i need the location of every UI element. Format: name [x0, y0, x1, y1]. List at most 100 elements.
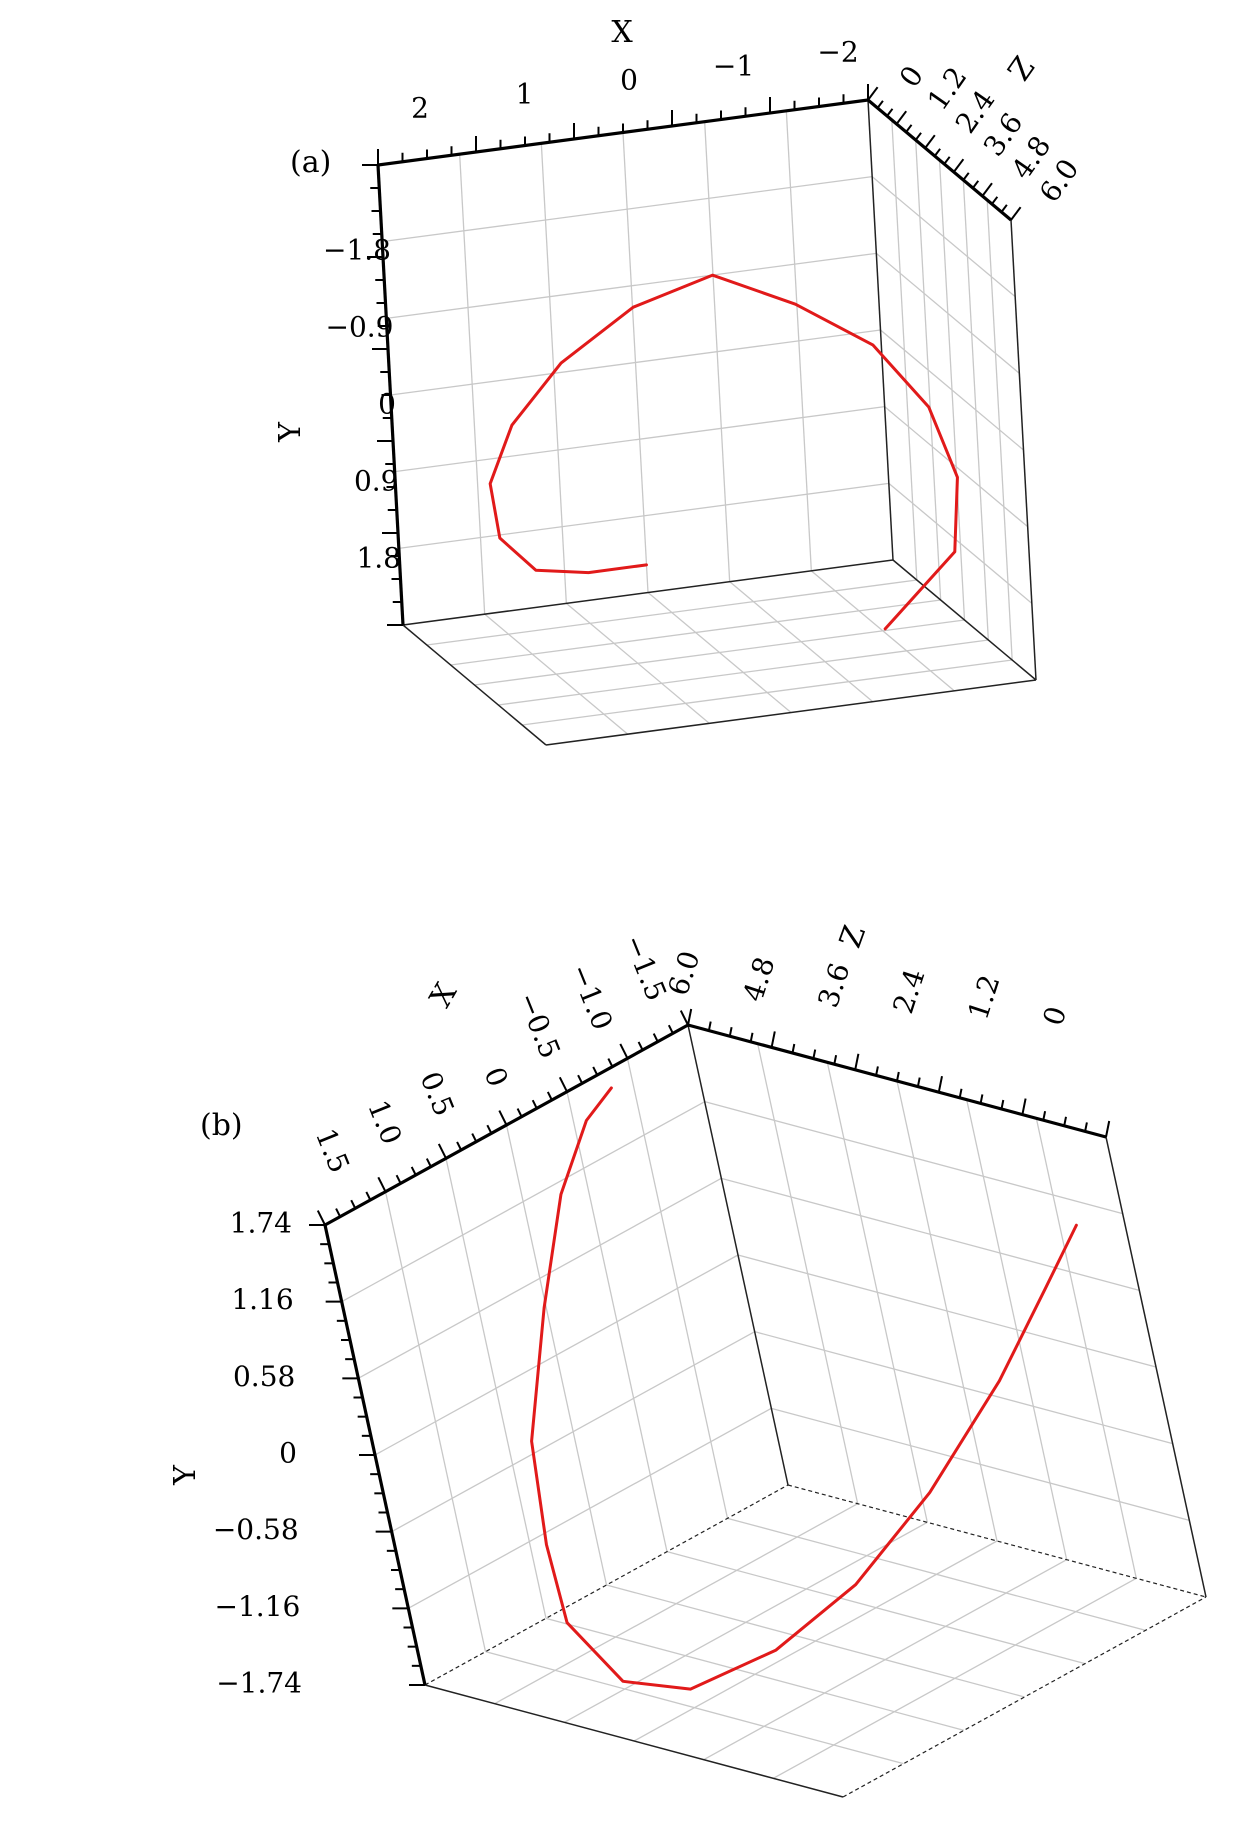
grid-line [810, 570, 955, 692]
grid-line [390, 329, 881, 396]
x-tick-label: 0.5 [413, 1067, 460, 1121]
grid-line [737, 1254, 1157, 1368]
grid-line [880, 329, 1024, 451]
x-tick-label: 0 [620, 64, 638, 97]
grid-line [522, 659, 1013, 726]
box-edge [424, 1484, 789, 1686]
x-tick-label: −0.5 [511, 988, 567, 1063]
panel-a: (a) 2 1 0 −1 −2−1.8−0.900.91.801.22.43.64.86… [273, 15, 1085, 746]
x-tick [486, 1124, 493, 1134]
box-edge [892, 559, 1037, 681]
z-tick-label: 6.0 [661, 947, 706, 1000]
x-tick [679, 1010, 689, 1026]
box-edge [402, 624, 547, 746]
x-tick [531, 1099, 538, 1109]
box-edge [1010, 219, 1037, 681]
x-tick [377, 1176, 387, 1193]
z-tick-label: 3.6 [811, 959, 856, 1012]
z-tick [958, 1088, 963, 1098]
grid-line [398, 482, 889, 549]
z-tick-label: 4.8 [736, 953, 781, 1006]
z-tick-label: 0 [1036, 1002, 1073, 1029]
z-tick [791, 1043, 796, 1054]
y-tick-label: −1.16 [215, 1590, 301, 1623]
panel-b-grid [341, 1043, 1190, 1779]
z-tick [812, 1049, 817, 1059]
x-tick [498, 1110, 508, 1126]
grid-line [666, 1551, 1086, 1665]
z-tick [1010, 206, 1022, 221]
panel-a-y-axis-label: Y [273, 421, 308, 443]
z-tick [943, 156, 951, 165]
y-tick-label: 1.8 [356, 542, 401, 575]
z-tick [962, 172, 970, 181]
z-tick [981, 182, 993, 197]
y-tick-label: 0 [378, 388, 396, 421]
grid-line [773, 1577, 1137, 1779]
z-tick [1042, 1111, 1047, 1121]
x-tick-label: −1.0 [563, 959, 619, 1034]
box-edge [402, 559, 894, 626]
x-tick [558, 1076, 568, 1093]
z-tick [1000, 1099, 1005, 1110]
z-tick [1084, 1122, 1088, 1132]
z-tick [833, 1055, 838, 1065]
grid-line [374, 1254, 739, 1456]
x-tick [395, 1174, 402, 1184]
z-tick [749, 1032, 754, 1042]
x-tick-label: −2 [817, 36, 858, 69]
box-edge [687, 1024, 789, 1486]
x-tick [316, 1210, 326, 1226]
grid-line [966, 1099, 1068, 1560]
panel-b-axes [323, 1023, 1107, 1686]
z-tick [1063, 1116, 1067, 1126]
grid-line [785, 110, 812, 571]
x-tick [516, 1108, 523, 1118]
y-tick-label: 0.58 [233, 1360, 295, 1393]
panel-b: (b) 1.51.00.5 0−0.5−1.0−1.51.741.160.580−… [168, 921, 1207, 1798]
panel-b-z-axis-label: Z [833, 921, 873, 953]
z-tick [905, 124, 913, 133]
grid-line [727, 1517, 1146, 1631]
box-edge [424, 1684, 844, 1798]
x-tick [471, 1133, 478, 1143]
x-tick [437, 1143, 447, 1159]
grid-line [566, 1091, 668, 1552]
z-tick-label: 2.4 [886, 965, 931, 1018]
grid-line [754, 1331, 1173, 1445]
panel-b-x-axis-label: X [423, 977, 464, 1014]
z-tick [979, 1094, 984, 1104]
x-tick [410, 1166, 417, 1176]
x-tick-label: 1.5 [309, 1124, 356, 1178]
grid-line [771, 1407, 1190, 1521]
z-tick [707, 1021, 712, 1031]
z-tick [770, 1031, 776, 1048]
panel-a-label: (a) [290, 145, 331, 180]
z-tick [896, 1071, 900, 1082]
x-tick [592, 1066, 599, 1076]
x-tick [350, 1199, 357, 1209]
grid-line [626, 1058, 729, 1519]
box-edge [842, 1596, 1207, 1798]
z-tick [972, 180, 980, 189]
z-tick [687, 1008, 693, 1026]
y-tick-label: 1.16 [231, 1283, 293, 1316]
panel-a-axes [376, 98, 1013, 626]
x-tick-label: 1.0 [361, 1095, 408, 1149]
x-tick [619, 1043, 629, 1059]
z-tick [867, 86, 879, 101]
grid-line [962, 179, 989, 641]
grid-line [888, 482, 1033, 604]
z-tick [914, 132, 922, 141]
z-tick [854, 1053, 860, 1070]
z-tick-label: 1.2 [961, 971, 1006, 1024]
x-tick [425, 1158, 432, 1168]
z-tick-label: 0 [893, 60, 930, 94]
box-edge [1105, 1136, 1207, 1598]
z-tick [924, 134, 936, 149]
z-axis-line [866, 98, 1013, 222]
x-tick [365, 1191, 372, 1201]
x-tick-label: −1.5 [617, 930, 673, 1005]
grid-line [394, 406, 885, 473]
y-tick-label: −0.9 [326, 311, 394, 344]
